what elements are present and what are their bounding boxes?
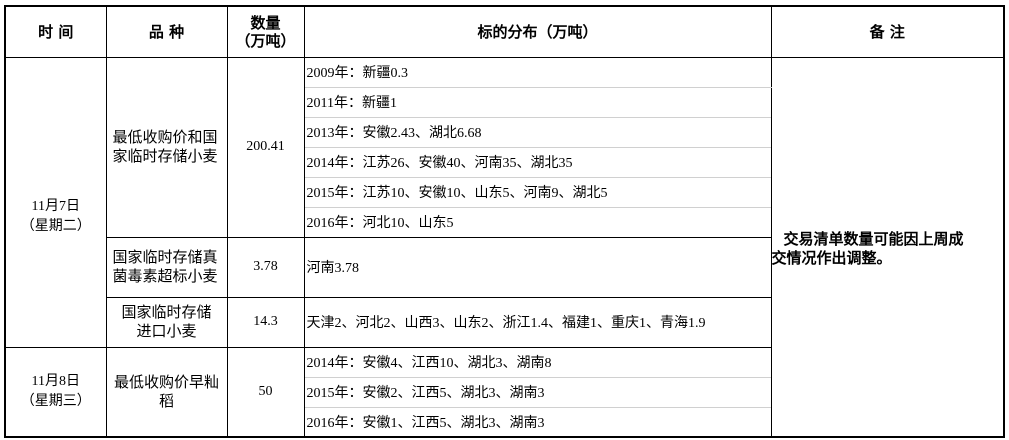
- remarks-cell: 交易清单数量可能因上周成 交情况作出调整。: [770, 56, 1005, 438]
- date: 11月7日: [31, 199, 80, 214]
- table-row: 国家临时存储真菌毒素超标小麦 3.78 河南3.78: [5, 236, 1004, 298]
- variety-cell: 最低收购价早籼稻: [105, 346, 228, 438]
- quantity-cell: 200.41: [226, 56, 305, 238]
- distribution-cell: 2015年：江苏10、安徽10、山东5、河南9、湖北5: [303, 176, 772, 208]
- distribution-cell: 2016年：河北10、山东5: [303, 206, 772, 238]
- table-row: 2013年：安徽2.43、湖北6.68: [5, 116, 1004, 148]
- distribution-cell: 2011年：新疆1: [303, 86, 772, 118]
- remarks-line2: 交情况作出调整。: [771, 248, 892, 267]
- table-row: 11月8日 （星期三） 最低收购价早籼稻 50 2014年：安徽4、江西10、湖…: [4, 346, 1004, 438]
- distribution-cell: 2009年：新疆0.3: [303, 56, 772, 88]
- header-remarks: 备 注: [770, 5, 1005, 58]
- table-row: 11月7日 （星期二） 最低收购价和国家临时存储小麦 200.41 2009年：…: [4, 56, 1005, 438]
- table-row: 2015年：江苏10、安徽10、山东5、河南9、湖北5: [5, 176, 1004, 208]
- table-row: 2016年：安徽1、江西5、湖北3、湖南3: [5, 406, 1004, 438]
- distribution-cell: 2016年：安徽1、江西5、湖北3、湖南3: [303, 406, 772, 438]
- weekday: （星期二）: [20, 219, 91, 234]
- variety-cell: 国家临时存储进口小麦: [105, 296, 228, 348]
- quantity-cell: 50: [226, 346, 305, 438]
- distribution-cell: 2014年：江苏26、安徽40、河南35、湖北35: [303, 146, 772, 178]
- header-variety: 品 种: [105, 5, 228, 58]
- distribution-cell: 2014年：安徽4、江西10、湖北3、湖南8: [303, 346, 772, 378]
- table-row: 2011年：新疆1: [5, 86, 1004, 118]
- distribution-cell: 天津2、河北2、山西3、山东2、浙江1.4、福建1、重庆1、青海1.9: [303, 296, 772, 348]
- weekday: （星期三）: [20, 393, 91, 409]
- distribution-cell: 2013年：安徽2.43、湖北6.68: [303, 116, 772, 148]
- header-distribution: 标的分布（万吨）: [303, 5, 772, 58]
- remarks-line1: 交易清单数量可能因上周成: [783, 229, 964, 248]
- header-quantity: 数量 （万吨）: [226, 5, 305, 58]
- date: 11月8日: [31, 373, 80, 389]
- quantity-cell: 14.3: [226, 296, 305, 348]
- header-quantity-line2: （万吨）: [235, 31, 296, 50]
- distribution-cell: 2015年：安徽2、江西5、湖北3、湖南3: [303, 376, 772, 408]
- header-quantity-line1: 数量: [250, 13, 281, 32]
- quantity-cell: 3.78: [226, 236, 305, 298]
- distribution-cell: 河南3.78: [303, 236, 772, 298]
- header-time: 时 间: [4, 5, 107, 58]
- variety-cell: 最低收购价和国家临时存储小麦: [105, 56, 228, 238]
- date-cell: 11月7日 （星期二）: [4, 56, 107, 348]
- header-row: 时 间 品 种 数量 （万吨） 标的分布（万吨） 备 注: [4, 5, 1005, 58]
- table-row: 2016年：河北10、山东5: [5, 206, 1004, 238]
- variety-cell: 国家临时存储真菌毒素超标小麦: [105, 236, 228, 298]
- date-cell: 11月8日 （星期三）: [4, 346, 107, 438]
- auction-schedule-table: 时 间 品 种 数量 （万吨） 标的分布（万吨） 备 注 11月7日 （星期二）…: [4, 5, 1005, 438]
